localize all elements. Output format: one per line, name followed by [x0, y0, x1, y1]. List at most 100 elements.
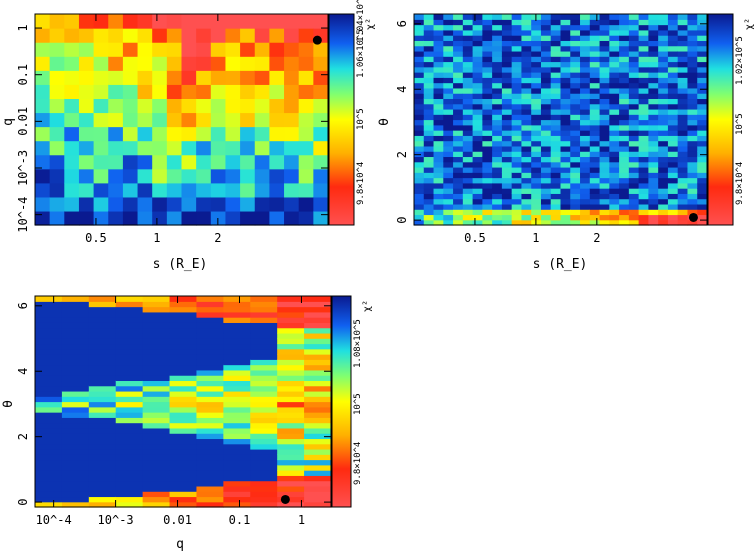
heatmap-cell — [521, 66, 532, 73]
heatmap-cell — [250, 354, 278, 360]
heatmap-cell — [570, 140, 581, 147]
heatmap-cell — [423, 61, 435, 68]
heatmap-cell — [570, 114, 581, 121]
heatmap-cell — [166, 196, 183, 212]
heatmap-cell — [196, 443, 224, 450]
heatmap-cell — [667, 77, 679, 84]
heatmap-cell — [550, 14, 562, 20]
heatmap-cell — [78, 126, 95, 142]
heatmap-cell — [658, 166, 669, 173]
heatmap-cell — [108, 84, 124, 99]
heatmap-cell — [619, 145, 630, 152]
heatmap-cell — [609, 87, 620, 94]
heatmap-cell — [638, 209, 649, 216]
heatmap-cell — [196, 311, 224, 318]
heatmap-cell — [609, 135, 620, 142]
heatmap-cell — [462, 29, 474, 36]
heatmap-cell — [648, 182, 659, 189]
heatmap-cell — [560, 77, 571, 84]
heatmap-cell — [210, 210, 227, 226]
heatmap-cell — [453, 29, 464, 36]
heatmap-cell — [609, 219, 620, 226]
heatmap-cell — [169, 401, 198, 408]
heatmap-cell — [628, 108, 640, 115]
heatmap-cell — [492, 119, 503, 126]
heatmap-cell — [443, 166, 454, 173]
heatmap-cell — [169, 396, 198, 403]
heatmap-cell — [540, 198, 552, 205]
heatmap-cell — [169, 427, 198, 434]
heatmap-cell — [277, 417, 305, 424]
heatmap-cell — [667, 103, 679, 110]
heatmap-cell — [658, 172, 669, 179]
heatmap-cell — [196, 433, 224, 440]
heatmap-cell — [677, 56, 689, 63]
heatmap-cell — [609, 14, 620, 20]
heatmap-cell — [304, 322, 332, 329]
heatmap-cell — [531, 45, 542, 52]
heatmap-cell — [169, 443, 198, 450]
heatmap-cell — [540, 82, 552, 89]
heatmap-cell — [196, 417, 224, 424]
heatmap-cell — [196, 56, 212, 71]
heatmap-cell — [115, 491, 144, 498]
heatmap-cell — [648, 135, 659, 142]
heatmap-cell — [61, 385, 90, 392]
heatmap-cell — [223, 412, 251, 418]
heatmap-cell — [697, 156, 708, 163]
heatmap-cell — [628, 166, 640, 173]
heatmap-cell — [269, 98, 285, 114]
heatmap-cell — [196, 364, 224, 371]
heatmap-cell — [482, 214, 493, 221]
heatmap-cell — [648, 172, 659, 179]
heatmap-cell — [492, 14, 503, 20]
heatmap-cell — [35, 317, 63, 323]
heatmap-cell — [88, 364, 117, 371]
heatmap-cell — [35, 412, 63, 418]
heatmap-cell — [697, 29, 708, 36]
heatmap-cell — [115, 480, 144, 487]
heatmap-cell — [298, 98, 314, 114]
heatmap-cell — [35, 70, 51, 85]
heatmap-cell — [589, 209, 601, 216]
heatmap-cell — [88, 464, 117, 471]
heatmap-cell — [550, 82, 562, 89]
heatmap-cell — [122, 154, 139, 170]
heatmap-cell — [115, 311, 144, 318]
heatmap-cell — [599, 93, 610, 100]
x-tick-label: 10^-4 — [36, 513, 72, 527]
heatmap-cell — [142, 369, 171, 376]
heatmap-cell — [560, 50, 571, 57]
heatmap-cell — [88, 296, 117, 302]
heatmap-cell — [196, 84, 212, 99]
heatmap-cell — [599, 50, 610, 57]
heatmap-cell — [142, 412, 171, 418]
heatmap-cell — [658, 103, 669, 110]
heatmap-cell — [240, 42, 256, 57]
heatmap-cell — [277, 438, 305, 445]
heatmap-cell — [531, 188, 542, 194]
heatmap-cell — [169, 485, 198, 492]
heatmap-cell — [550, 45, 562, 52]
heatmap-cell — [521, 198, 532, 205]
heatmap-cell — [453, 114, 464, 121]
heatmap-cell — [550, 93, 562, 100]
heatmap-cell — [560, 156, 571, 163]
heatmap-cell — [142, 359, 171, 366]
heatmap-cell — [609, 193, 620, 200]
heatmap-cell — [443, 182, 454, 189]
heatmap-cell — [35, 475, 63, 482]
heatmap-cell — [61, 491, 90, 498]
heatmap-cell — [589, 140, 601, 147]
heatmap-cell — [531, 87, 542, 94]
heatmap-cell — [648, 130, 659, 136]
heatmap-cell — [599, 156, 610, 163]
heatmap-cell — [181, 98, 197, 114]
y-axis-label: θ — [1, 400, 16, 408]
heatmap-cell — [609, 161, 620, 168]
heatmap-cell — [667, 177, 679, 184]
heatmap-cell — [115, 359, 144, 366]
plot-frame — [34, 295, 332, 508]
heatmap-cell — [599, 161, 610, 168]
heatmap-cell — [169, 470, 198, 476]
